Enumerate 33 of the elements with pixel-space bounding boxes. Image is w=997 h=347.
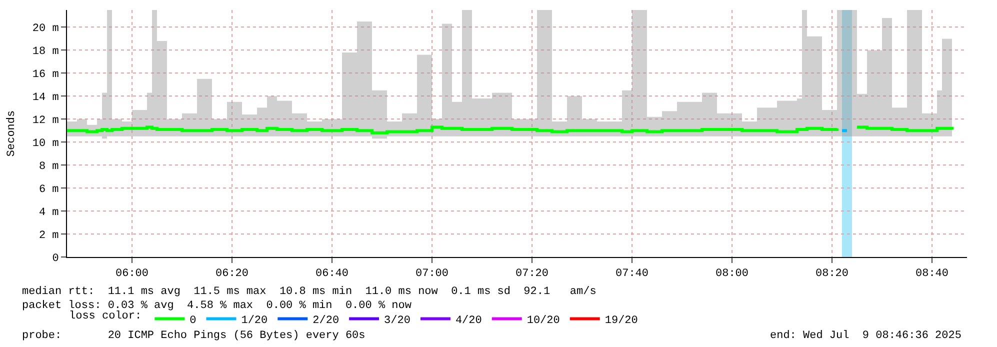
text: probe: 20 ICMP Echo Pings (56 Bytes) every 60s	[22, 330, 366, 342]
legend-label: 19/20	[604, 315, 638, 328]
text: packet loss: 0.03 % avg 4.58 % max 0.00 % min 0.00 % now	[22, 300, 412, 312]
y-tick-label: 0	[52, 252, 59, 265]
text: median rtt: 11.1 ms avg 11.5 ms max 10.8 ms min 11.0 ms now 0.1 ms sd 92.1 am/s	[22, 286, 596, 298]
legend-label: 4/20	[455, 315, 482, 328]
legend-label: 10/20	[526, 315, 560, 328]
y-tick-label: 14 m	[32, 92, 60, 104]
x-tick-label: 07:00	[415, 268, 449, 280]
x-tick-label: 06:20	[215, 268, 249, 280]
x-tick-label: 08:20	[815, 268, 849, 280]
x-tick-label: 06:40	[315, 268, 349, 280]
y-tick-label: 6 m	[38, 184, 60, 196]
x-tick-label: 08:00	[715, 268, 749, 280]
y-tick-label: 18 m	[32, 46, 60, 58]
legend-label: 2/20	[312, 315, 340, 328]
y-tick-label: 4 m	[38, 206, 60, 219]
y-tick-label: 8 m	[38, 160, 60, 173]
text: end: Wed Jul 9 08:46:36 2025	[770, 330, 962, 342]
legend-label: 3/20	[384, 315, 410, 328]
legend-label: 1/20	[241, 315, 268, 328]
legend-label: 0	[190, 315, 196, 328]
y-tick-label: 10 m	[32, 138, 60, 150]
y-tick-label: 20 m	[32, 23, 60, 36]
y-axis-title: Seconds	[6, 110, 18, 157]
x-tick-label: 06:00	[115, 268, 149, 280]
legend-title: loss color:	[69, 310, 142, 323]
y-tick-label: 16 m	[32, 69, 60, 82]
y-tick-label: 12 m	[32, 114, 60, 127]
x-tick-label: 07:20	[515, 268, 549, 280]
x-tick-label: 08:40	[915, 268, 949, 280]
y-tick-label: 2 m	[38, 230, 60, 242]
x-tick-label: 07:40	[615, 268, 649, 280]
